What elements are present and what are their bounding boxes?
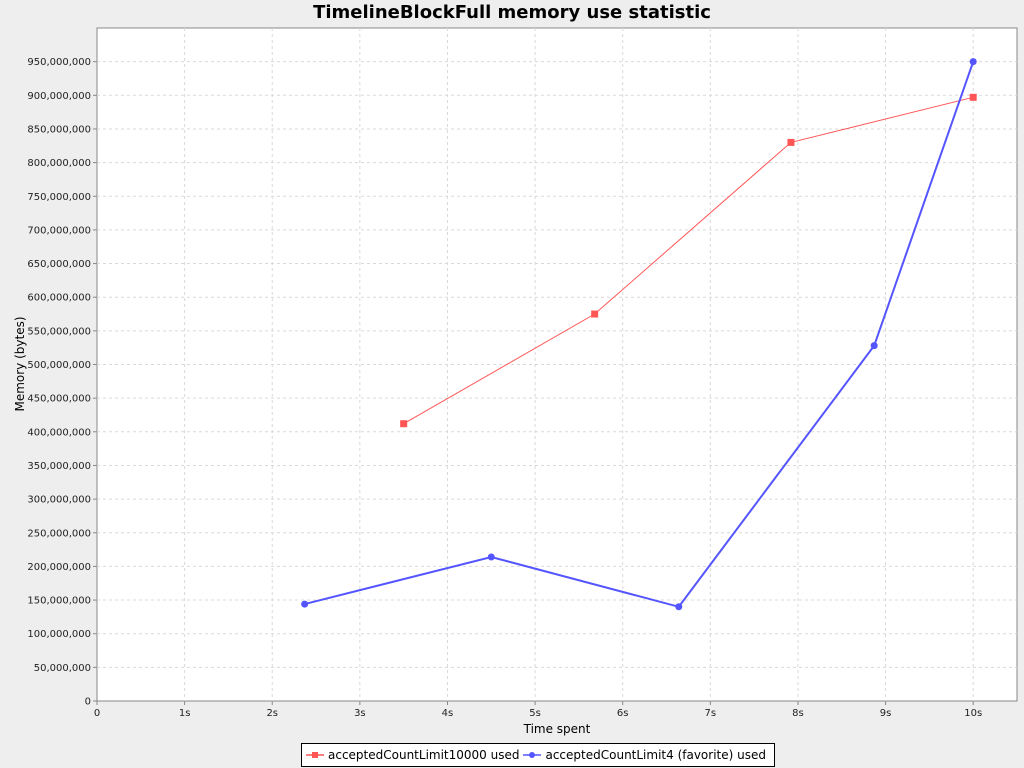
series-1-point [400,420,408,428]
y-axis-label: Memory (bytes) [13,316,27,411]
series-line-1 [403,96,974,425]
x-tick-label: 7s [705,708,717,719]
legend-swatch-1 [306,752,324,758]
y-tick-label: 450,000,000 [27,394,91,405]
chart-title: TimelineBlockFull memory use statistic [313,2,711,23]
legend-label-2: acceptedCountLimit4 (favorite) used [545,748,766,762]
x-tick-label: 5s [529,708,541,719]
x-tick-label: 3s [354,708,366,719]
y-tick-label: 0 [85,697,91,708]
y-tick-label: 400,000,000 [27,427,91,438]
y-tick-label: 50,000,000 [34,663,91,674]
y-tick-label: 150,000,000 [27,596,91,607]
x-tick-label: 1s [179,708,191,719]
y-tick-label: 500,000,000 [27,360,91,371]
x-tick-label: 2s [266,708,278,719]
x-tick-label: 4s [442,708,454,719]
y-tick-label: 850,000,000 [27,124,91,135]
legend-item-2: acceptedCountLimit4 (favorite) used [523,748,766,762]
y-tick-label: 900,000,000 [27,91,91,102]
x-tick-label: 9s [880,708,892,719]
series-1-point [591,310,599,318]
y-tick-label: 200,000,000 [27,562,91,573]
x-tick-label: 10s [964,708,982,719]
legend: acceptedCountLimit10000 used acceptedCoun… [301,743,775,767]
y-tick-label: 100,000,000 [27,629,91,640]
x-tick-label: 0 [94,708,100,719]
legend-swatch-2 [523,752,542,758]
y-tick-label: 300,000,000 [27,495,91,506]
y-tick-label: 650,000,000 [27,259,91,270]
y-tick-label: 550,000,000 [27,326,91,337]
series-2-point [301,600,309,608]
y-tick-label: 600,000,000 [27,293,91,304]
plot-area [96,27,1018,702]
y-tick-label: 250,000,000 [27,528,91,539]
series-2-point [675,603,683,611]
y-tick-label: 800,000,000 [27,158,91,169]
y-tick-label: 700,000,000 [27,225,91,236]
legend-label-1: acceptedCountLimit10000 used [328,748,520,762]
y-tick-label: 950,000,000 [27,57,91,68]
x-axis-label: Time spent [523,722,591,736]
series-2-point [487,553,495,561]
series-2-point [870,342,878,350]
series-2-point [969,58,977,66]
series-1-point [969,93,977,101]
x-tick-label: 8s [792,708,804,719]
legend-item-1: acceptedCountLimit10000 used [306,748,519,762]
series-1-point [787,138,795,146]
y-tick-label: 350,000,000 [27,461,91,472]
x-tick-label: 6s [617,708,629,719]
y-tick-label: 750,000,000 [27,192,91,203]
